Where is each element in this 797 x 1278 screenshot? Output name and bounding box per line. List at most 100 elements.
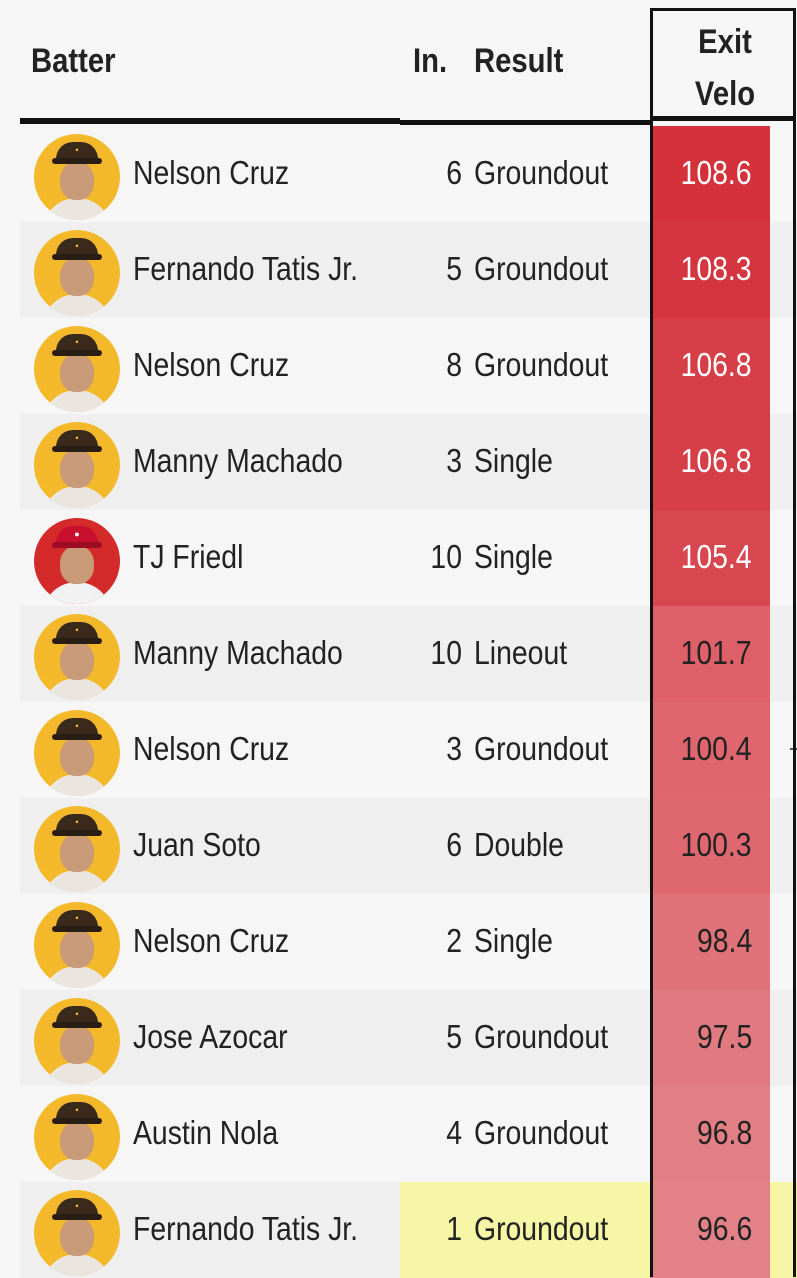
face-shape [60, 738, 94, 776]
exit-velo-value: 101.7 [680, 634, 752, 671]
face-shape [60, 450, 94, 488]
exit-velo-value: 100.4 [680, 730, 752, 767]
batter-name[interactable]: Nelson Cruz [133, 154, 290, 191]
table-row[interactable]: • Austin Nola 4 Groundout 96.8 [20, 1086, 797, 1182]
batter-name[interactable]: Nelson Cruz [133, 346, 290, 383]
result-value: Single [474, 442, 553, 479]
cap-shape [56, 1102, 98, 1122]
player-avatar: • [34, 134, 120, 220]
table-row[interactable]: • Nelson Cruz 8 Groundout 106.8 [20, 318, 797, 414]
table-row[interactable]: • Nelson Cruz 2 Single 98.4 [20, 894, 797, 990]
cap-brim-shape [52, 638, 102, 644]
inning-value: 10 [430, 538, 462, 575]
cap-shape [56, 718, 98, 738]
player-avatar: • [34, 230, 120, 316]
column-header-exit-velo-line2: Velo [694, 75, 756, 113]
result-value: Groundout [474, 250, 609, 287]
jersey-shape [42, 1062, 112, 1084]
face-shape [60, 1026, 94, 1064]
player-avatar: • [34, 326, 120, 412]
player-avatar: • [34, 1094, 120, 1180]
batter-name[interactable]: Manny Machado [133, 634, 343, 671]
batter-name[interactable]: Austin Nola [133, 1114, 279, 1151]
batter-name[interactable]: Fernando Tatis Jr. [133, 250, 359, 287]
table-row[interactable]: • Nelson Cruz 6 Groundout 108.6 [20, 126, 797, 222]
exit-velo-value: 96.6 [696, 1210, 752, 1247]
batter-name[interactable]: TJ Friedl [133, 538, 244, 575]
batter-name[interactable]: Manny Machado [133, 442, 343, 479]
cap-logo-icon: • [75, 337, 79, 347]
face-shape [60, 930, 94, 968]
cap-logo-icon: • [75, 1201, 79, 1211]
exit-velo-cell: 108.3 [650, 222, 770, 318]
cap-brim-shape [52, 830, 102, 836]
cap-logo-icon: • [75, 625, 79, 635]
table-row[interactable]: • Juan Soto 6 Double 100.3 [20, 798, 797, 894]
face-shape [60, 546, 94, 584]
cap-brim-shape [52, 542, 102, 548]
batter-name[interactable]: Nelson Cruz [133, 922, 290, 959]
result-value: Double [474, 826, 564, 863]
exit-velo-value: 105.4 [680, 538, 752, 575]
inning-value: 2 [446, 922, 462, 959]
table-row[interactable]: • Manny Machado 3 Single 106.8 [20, 414, 797, 510]
jersey-shape [42, 198, 112, 220]
cap-logo-icon: ● [74, 529, 80, 539]
cap-shape [56, 1006, 98, 1026]
table-row[interactable]: • Jose Azocar 5 Groundout 97.5 [20, 990, 797, 1086]
table-row[interactable]: • Nelson Cruz 3 Groundout 100.4 [20, 702, 797, 798]
cap-brim-shape [52, 446, 102, 452]
inning-value: 6 [446, 154, 462, 191]
cap-brim-shape [52, 254, 102, 260]
column-header-inning[interactable]: In. [413, 42, 448, 80]
player-avatar: • [34, 1190, 120, 1276]
result-value: Groundout [474, 1018, 609, 1055]
cap-logo-icon: • [75, 145, 79, 155]
exit-velo-value: 97.5 [696, 1018, 752, 1055]
player-avatar: • [34, 902, 120, 988]
batter-name[interactable]: Juan Soto [133, 826, 261, 863]
face-shape [60, 1122, 94, 1160]
cap-shape [56, 910, 98, 930]
jersey-shape [42, 390, 112, 412]
result-value: Groundout [474, 1210, 609, 1247]
jersey-shape [42, 486, 112, 508]
result-value: Lineout [474, 634, 568, 671]
result-value: Groundout [474, 346, 609, 383]
exit-velo-cell: 96.6 [650, 1182, 770, 1278]
table-row[interactable]: • Fernando Tatis Jr. 1 Groundout 96.6 [20, 1182, 797, 1278]
column-header-exit-velo[interactable]: Exit Velo [652, 16, 797, 120]
batter-name[interactable]: Fernando Tatis Jr. [133, 1210, 359, 1247]
table-row[interactable]: ● TJ Friedl 10 Single 105.4 [20, 510, 797, 606]
jersey-shape [42, 774, 112, 796]
cap-logo-icon: • [75, 913, 79, 923]
exit-velo-cell: 97.5 [650, 990, 770, 1086]
cap-brim-shape [52, 734, 102, 740]
face-shape [60, 258, 94, 296]
inning-value: 1 [446, 1210, 462, 1247]
batter-name[interactable]: Nelson Cruz [133, 730, 290, 767]
jersey-shape [42, 1254, 112, 1276]
table-row[interactable]: • Manny Machado 10 Lineout 101.7 [20, 606, 797, 702]
player-avatar: • [34, 998, 120, 1084]
cap-shape [56, 622, 98, 642]
exit-velo-value: 108.6 [680, 154, 752, 191]
jersey-shape [42, 870, 112, 892]
column-header-batter[interactable]: Batter [31, 42, 116, 80]
exit-velo-value: 100.3 [680, 826, 752, 863]
inning-value: 10 [430, 634, 462, 671]
table-row[interactable]: • Fernando Tatis Jr. 5 Groundout 108.3 [20, 222, 797, 318]
column-header-result[interactable]: Result [474, 42, 564, 80]
exit-velo-value: 96.8 [696, 1114, 752, 1151]
player-avatar: • [34, 710, 120, 796]
cap-shape [56, 238, 98, 258]
cap-brim-shape [52, 350, 102, 356]
face-shape [60, 834, 94, 872]
cap-shape [56, 430, 98, 450]
batter-name[interactable]: Jose Azocar [133, 1018, 288, 1055]
player-avatar: ● [34, 518, 120, 604]
cap-logo-icon: • [75, 817, 79, 827]
cap-brim-shape [52, 158, 102, 164]
row-highlight [770, 1182, 797, 1278]
exit-velo-cell: 106.8 [650, 318, 770, 414]
